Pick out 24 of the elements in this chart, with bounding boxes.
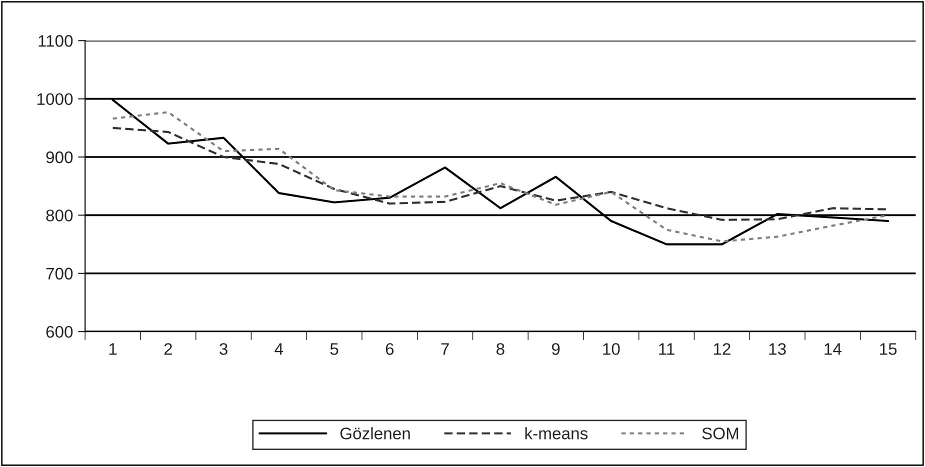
x-tick-label: 2 xyxy=(164,343,172,355)
y-tick-label: 900 xyxy=(46,151,73,164)
legend-label: k-means xyxy=(525,427,588,440)
x-tick-label: 12 xyxy=(714,343,730,355)
x-tick-label: 5 xyxy=(330,343,338,355)
x-tick-label: 10 xyxy=(603,343,620,355)
x-tick-label: 14 xyxy=(824,343,842,355)
x-tick-label: 15 xyxy=(880,343,897,355)
y-tick-label: 1000 xyxy=(37,93,73,106)
y-tick-label: 700 xyxy=(46,268,73,280)
x-tick-label: 13 xyxy=(769,343,786,355)
y-tick-label: 800 xyxy=(46,210,73,222)
x-tick-label: 1 xyxy=(109,343,117,355)
y-tick-label: 1100 xyxy=(38,35,73,47)
legend-label: Gözlenen xyxy=(340,427,410,440)
x-tick-label: 11 xyxy=(659,343,674,355)
y-tick-label: 600 xyxy=(46,326,73,338)
x-tick-label: 6 xyxy=(386,343,394,355)
x-tick-label: 3 xyxy=(220,343,228,355)
legend-label: SOM xyxy=(702,428,738,440)
x-tick-label: 9 xyxy=(552,343,560,355)
x-tick-label: 7 xyxy=(441,343,449,355)
x-tick-label: 8 xyxy=(496,343,504,355)
x-tick-label: 4 xyxy=(274,343,284,355)
